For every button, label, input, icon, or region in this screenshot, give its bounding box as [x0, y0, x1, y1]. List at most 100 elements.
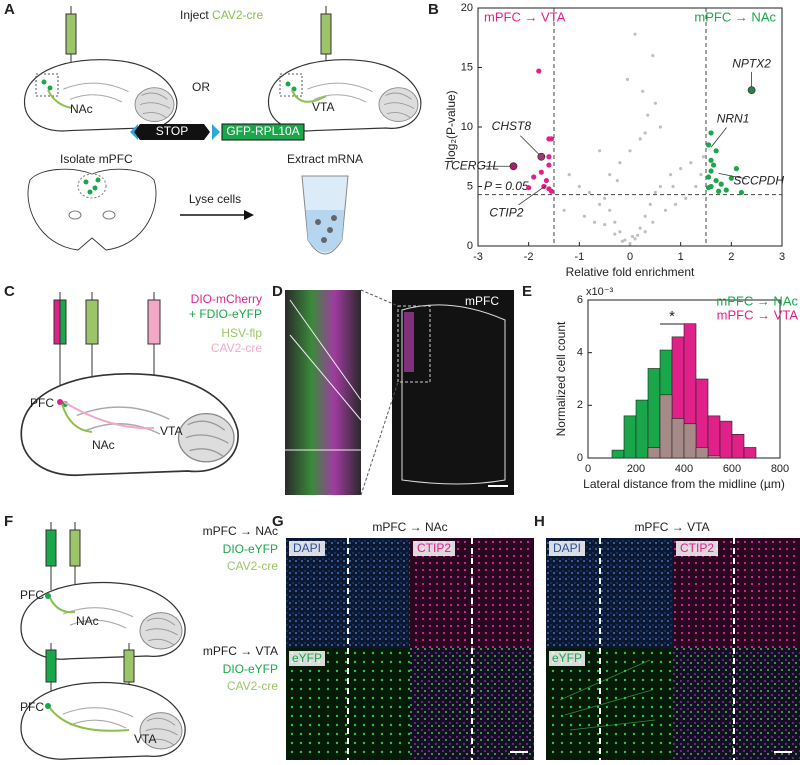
virus-label: DIO-mCherry [191, 292, 262, 306]
point [718, 181, 724, 187]
point [689, 161, 693, 165]
channel-label: DAPI [293, 541, 321, 555]
point [603, 222, 607, 227]
series-label: mPFC → NAc [694, 9, 776, 24]
cell [41, 79, 47, 85]
point [651, 54, 655, 58]
threshold-label: P = 0.05 [484, 179, 529, 193]
region-label: mPFC [465, 294, 499, 308]
point [651, 220, 655, 224]
point [633, 32, 637, 36]
point [620, 239, 625, 243]
or-label: OR [192, 80, 210, 94]
projection [47, 89, 73, 109]
point [608, 173, 612, 177]
point [648, 202, 652, 206]
point [613, 220, 617, 224]
point [728, 175, 734, 181]
point [684, 196, 688, 200]
pfc-label: PFC [20, 588, 44, 602]
point [711, 162, 717, 168]
virus-label: CAV2-cre [211, 341, 262, 355]
virus-label: HSV-flp [221, 326, 262, 340]
x-tick-label: -1 [574, 251, 584, 263]
point [562, 208, 566, 212]
inject-text: Inject [180, 8, 209, 22]
brain-schematic [267, 59, 422, 132]
point [646, 113, 650, 117]
y-tick-label: 4 [577, 347, 583, 359]
mpfc-region [77, 173, 107, 199]
x-tick-label: 3 [779, 251, 785, 263]
point [618, 230, 622, 234]
nac-label: NAc [92, 438, 115, 452]
y-tick-label: 0 [467, 240, 473, 252]
point [701, 155, 706, 159]
annotation: NRN1 [717, 111, 750, 125]
panel-label: C [4, 283, 15, 300]
micrograph-eyfp [546, 648, 673, 760]
legend-entry: mPFC → NAc [716, 293, 798, 308]
bar [707, 415, 721, 459]
point [582, 214, 587, 218]
annotation: NPTX2 [732, 56, 771, 70]
point [598, 149, 602, 153]
point [713, 177, 719, 184]
group-title: mPFC → VTA [203, 644, 278, 658]
brain-schematic [20, 373, 239, 477]
panel-label: E [522, 283, 532, 300]
point [679, 167, 683, 171]
x-tick-label: 200 [627, 463, 645, 475]
annotation: SCCPDH [733, 174, 784, 188]
virus-label: + FDIO-eYFP [189, 307, 262, 321]
point [592, 220, 597, 224]
point [705, 185, 712, 191]
gfp-label: GFP-RPL10A [226, 124, 299, 138]
y-axis-label: -log₂(P-value) [444, 90, 458, 163]
point [526, 185, 532, 191]
point [643, 131, 647, 135]
channel-label: CTIP2 [680, 541, 714, 555]
isolate-label: Isolate mPFC [60, 152, 133, 166]
overlap-bar [659, 394, 673, 459]
vta-label: VTA [312, 100, 334, 114]
arrow-head [244, 210, 254, 220]
point [546, 154, 552, 160]
panel-label: D [272, 283, 283, 300]
point [587, 190, 592, 195]
point [643, 230, 647, 234]
channel-label: eYFP [292, 651, 322, 665]
point [538, 169, 544, 175]
point [603, 196, 607, 200]
annotation-leader [718, 173, 747, 180]
panel-d: mPFC [285, 289, 514, 496]
x-tick-label: 800 [771, 463, 789, 475]
channel-label: DAPI [553, 541, 581, 555]
x-axis-label: Lateral distance from the midline (µm) [583, 477, 785, 491]
lyse-label: Lyse cells [189, 192, 241, 206]
panel-g: mPFC → NAc DAPI CTIP2 eYFP [286, 520, 534, 760]
cell [47, 85, 53, 91]
point [598, 202, 602, 206]
y-tick-label: 2 [577, 399, 583, 411]
y-axis-label: Normalized cell count [554, 321, 568, 436]
y-tick-label: 6 [577, 294, 583, 306]
annotation-leader [520, 135, 542, 158]
overlap-bar [695, 447, 709, 459]
point [716, 188, 722, 194]
point [608, 208, 612, 212]
target-label: VTA [134, 732, 156, 746]
point [671, 184, 675, 189]
overlap-bar [671, 418, 685, 459]
point [708, 157, 714, 163]
channel-label: CTIP2 [417, 541, 451, 555]
annotation-leader [710, 127, 727, 148]
micrograph-ctip2 [673, 538, 800, 648]
group-title: mPFC → NAc [203, 524, 278, 538]
virus-text: CAV2-cre [212, 8, 263, 22]
point [699, 173, 703, 177]
y-tick-label: 15 [461, 61, 473, 73]
virus-label: CAV2-cre [227, 559, 278, 573]
point [636, 233, 640, 237]
